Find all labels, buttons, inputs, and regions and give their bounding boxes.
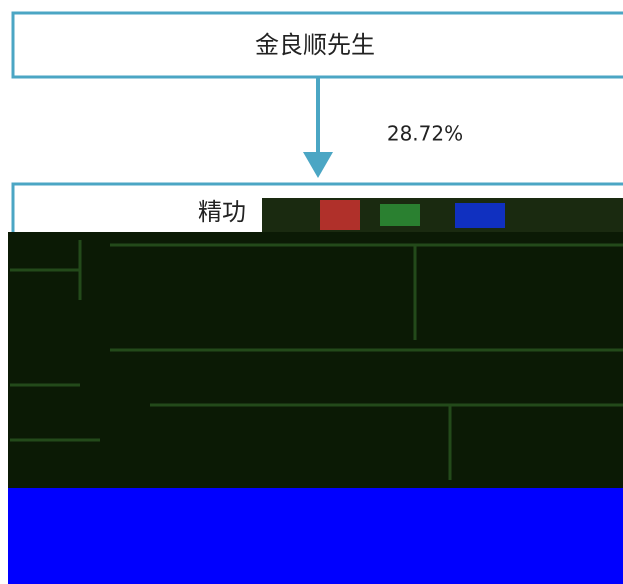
edge-label: 28.72%	[387, 122, 463, 146]
arrow-head	[303, 152, 333, 178]
corrupted-region	[8, 232, 623, 488]
corrupted-lines	[10, 240, 623, 480]
node-box	[11, 11, 623, 79]
corrupted-region	[455, 203, 505, 228]
corrupted-region	[8, 488, 623, 584]
node-label: 精功	[198, 198, 246, 226]
corrupted-region	[320, 200, 360, 230]
node-label: 金良顺先生	[255, 31, 375, 59]
corrupted-region	[262, 198, 623, 234]
corrupted-region	[380, 204, 420, 226]
